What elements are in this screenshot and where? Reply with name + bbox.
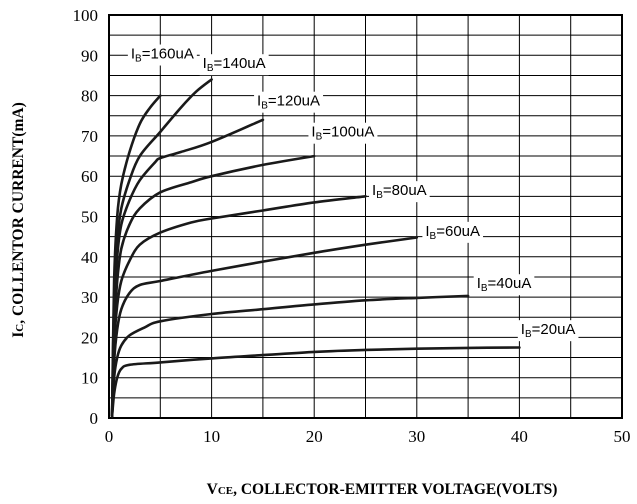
curve-label-background bbox=[517, 320, 579, 342]
curve-label-background bbox=[127, 44, 197, 66]
y-tick-label: 100 bbox=[73, 6, 99, 25]
series-line bbox=[110, 94, 162, 418]
plot-frame bbox=[108, 14, 623, 419]
curve-labels: IB=20uA IB=40uA IB=60uA IB=80uA IB=100uA IB=1… bbox=[127, 44, 579, 342]
curve-label-background bbox=[369, 181, 430, 203]
series-line bbox=[110, 195, 367, 418]
x-tick-label: 40 bbox=[511, 427, 528, 446]
y-tick-label: 50 bbox=[81, 208, 98, 227]
x-axis-title: VCE, COLLECTOR-EMITTER VOLTAGE(VOLTS) bbox=[207, 481, 558, 498]
x-tick-label: 20 bbox=[306, 427, 323, 446]
curve-label-background bbox=[254, 91, 324, 113]
x-tick-label: 30 bbox=[408, 427, 425, 446]
y-tick-label: 20 bbox=[81, 328, 98, 347]
grid bbox=[108, 14, 623, 419]
curve-label: IB=80uA bbox=[372, 182, 427, 201]
series-line bbox=[110, 346, 521, 418]
y-tick-label: 80 bbox=[81, 87, 98, 106]
curve-label-background bbox=[308, 122, 378, 144]
y-tick-label: 0 bbox=[90, 409, 99, 428]
curve-label: IB=40uA bbox=[477, 275, 532, 294]
curve-label: IB=160uA bbox=[131, 46, 194, 65]
y-axis-title: IC, COLLENTOR CURRENT(mA) bbox=[10, 102, 27, 337]
series-line bbox=[110, 154, 316, 418]
curve-label-background bbox=[422, 221, 484, 243]
y-tick-label: 90 bbox=[81, 46, 98, 65]
y-tick-label: 10 bbox=[81, 369, 98, 388]
curves bbox=[110, 78, 521, 418]
curve-label: IB=120uA bbox=[257, 93, 320, 112]
y-tick-label: 30 bbox=[81, 288, 98, 307]
x-tick-label: 10 bbox=[203, 427, 220, 446]
x-tick-label: 50 bbox=[614, 427, 631, 446]
curve-label: IB=60uA bbox=[425, 223, 480, 242]
series-line bbox=[110, 294, 470, 418]
curve-label-background bbox=[199, 54, 269, 76]
x-tick-label: 0 bbox=[105, 427, 114, 446]
curve-label: IB=100uA bbox=[311, 124, 374, 143]
series-line bbox=[110, 236, 419, 418]
curve-label: IB=140uA bbox=[203, 55, 266, 74]
curve-label: IB=20uA bbox=[521, 321, 576, 340]
y-tick-label: 60 bbox=[81, 167, 98, 186]
curve-label-background bbox=[473, 274, 535, 296]
y-tick-label: 40 bbox=[81, 248, 98, 267]
tick-labels: 0 10 20 30 40 50 0 10 20 30 40 50 60 70 80 90 100 bbox=[73, 6, 631, 446]
y-tick-label: 70 bbox=[81, 127, 98, 146]
